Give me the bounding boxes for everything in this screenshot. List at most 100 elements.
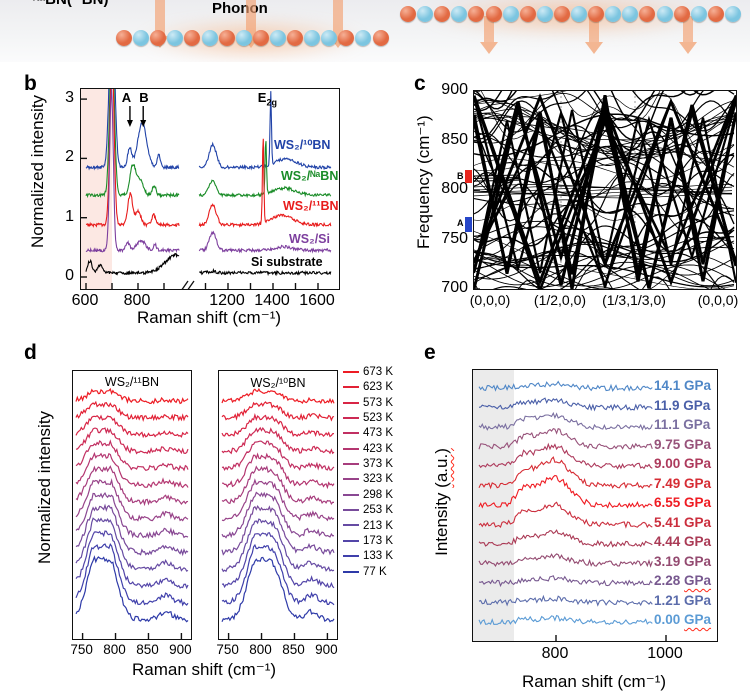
pressure-value: 14.1 xyxy=(654,378,685,393)
legend-swatch xyxy=(343,493,359,496)
atom-sphere-boron xyxy=(338,30,355,46)
legend-swatch xyxy=(343,478,359,481)
pressure-label: 4.44 GPa xyxy=(654,534,711,549)
phonon-arrow-head xyxy=(679,42,697,54)
atom-chains xyxy=(0,0,750,62)
panel-b-x-axis-title: Raman shift (cm⁻¹) xyxy=(136,308,282,327)
series-label: WS₂/Si xyxy=(289,232,330,246)
atom-sphere-nitrogen xyxy=(355,30,372,46)
schematic-bn-isotope-label: ᴺᵃBN(¹¹BN) xyxy=(33,0,108,8)
atom-sphere-nitrogen xyxy=(133,30,150,46)
legend-item: 323 K xyxy=(343,473,393,485)
atom-sphere-boron xyxy=(707,6,724,22)
peak-a-annotation: A xyxy=(121,90,132,105)
legend-label: 473 K xyxy=(363,427,394,440)
atom-sphere-boron xyxy=(519,6,536,22)
atom-sphere-boron xyxy=(588,6,605,22)
phonon-marker-a xyxy=(465,216,472,232)
phonon-arrow xyxy=(683,16,693,42)
pressure-unit: GPa xyxy=(684,456,712,471)
y-tick-label: 750 xyxy=(441,229,468,247)
legend-swatch xyxy=(343,570,359,573)
panel-d-x-axis-title: Raman shift (cm⁻¹) xyxy=(131,660,277,679)
phonon-arrow-head xyxy=(585,42,603,54)
legend-item: 623 K xyxy=(343,381,393,393)
atom-sphere-nitrogen xyxy=(622,6,639,22)
pressure-unit: GPa xyxy=(683,417,711,432)
panel-e-label: e xyxy=(424,341,436,364)
pressure-value: 1.21 xyxy=(654,592,685,608)
pressure-label: 6.55 GPa xyxy=(654,495,711,510)
legend-label: 298 K xyxy=(363,488,394,501)
pressure-unit: GPa xyxy=(684,514,712,530)
phonon-marker-label-b: B xyxy=(457,171,464,182)
panel-b-spectra xyxy=(81,89,332,289)
legend-label: 523 K xyxy=(363,412,394,425)
phonon-arrow xyxy=(589,16,599,42)
atom-sphere-nitrogen xyxy=(690,6,707,22)
y-tick-label: 850 xyxy=(441,130,468,148)
legend-item: 253 K xyxy=(343,504,393,516)
y-tick-label: 800 xyxy=(441,180,468,197)
x-tick-label: 850 xyxy=(282,642,305,657)
legend-swatch xyxy=(343,555,359,558)
x-tick-label: 800 xyxy=(249,642,272,657)
pressure-label: 14.1 GPa xyxy=(654,378,711,393)
legend-item: 173 K xyxy=(343,535,393,547)
pressure-label: 11.1 GPa xyxy=(654,417,710,432)
atom-sphere-boron xyxy=(287,30,303,46)
k-point-label: (1/3,1/3,0) xyxy=(602,292,666,308)
panel-c-y-axis-title: Frequency (cm⁻¹) xyxy=(414,115,433,249)
x-tick-label: 1200 xyxy=(209,292,245,309)
pressure-value: 11.1 xyxy=(654,417,684,432)
y-tick-label: 1 xyxy=(65,207,74,225)
phonon-arrow xyxy=(246,0,256,36)
legend-item: 573 K xyxy=(343,397,393,409)
atom-sphere-boron xyxy=(468,6,485,22)
atom-sphere-nitrogen xyxy=(321,30,338,46)
legend-item: 77 K xyxy=(343,566,387,578)
phonon-marker-b xyxy=(465,170,472,184)
panel-e-plot: 14.1 GPa 11.9 GPa 11.1 GPa 9.75 GPa 9.00 GPa… xyxy=(472,369,718,642)
pressure-label: 11.9 GPa xyxy=(654,398,710,413)
x-tick-label: 1400 xyxy=(254,292,290,309)
atom-sphere-nitrogen xyxy=(167,30,184,46)
pressure-label: 9.00 GPa xyxy=(654,456,711,471)
panel-d-label: d xyxy=(24,341,37,364)
y-tick-label: 900 xyxy=(441,81,468,98)
pressure-value: 5.41 xyxy=(654,514,685,530)
pressure-unit: GPa xyxy=(684,495,712,510)
pressure-label: 1.21 GPa xyxy=(654,593,711,608)
pressure-unit: GPa xyxy=(684,436,712,452)
pressure-unit: GPa xyxy=(684,612,712,627)
legend-item: 473 K xyxy=(343,427,393,439)
pressure-label: 2.28 GPa xyxy=(654,573,711,588)
panel-e-spectra xyxy=(478,380,667,641)
legend-swatch xyxy=(343,524,359,527)
legend-label: 133 K xyxy=(363,550,394,563)
pressure-label: 0.00 GPa xyxy=(654,612,711,627)
x-tick-label: 750 xyxy=(70,642,93,657)
atom-sphere-boron xyxy=(400,6,416,22)
pressure-unit: GPa xyxy=(684,378,712,393)
series-label: WS₂/¹¹BN xyxy=(283,199,339,213)
pressure-value: 4.44 xyxy=(654,534,685,549)
legend-item: 423 K xyxy=(343,443,393,455)
k-point-label: (0,0,0) xyxy=(697,292,739,308)
atom-sphere-nitrogen xyxy=(235,30,252,46)
legend-swatch xyxy=(343,539,359,542)
legend-label: 77 K xyxy=(363,565,387,578)
panel-b-label: b xyxy=(24,72,37,95)
panel-d-left-plot: WS₂/¹¹BN xyxy=(72,370,192,640)
atom-sphere-boron xyxy=(434,6,451,22)
atom-sphere-nitrogen xyxy=(201,30,218,46)
e2g-sub: 2g xyxy=(266,97,277,108)
atom-sphere-nitrogen xyxy=(451,6,468,22)
phonon-schematic: ᴺᵃBN(¹¹BN) Phonon xyxy=(0,0,750,62)
panel-c-phonon-bands xyxy=(474,91,736,289)
pressure-value: 11.9 xyxy=(654,397,684,413)
atom-sphere-boron xyxy=(553,6,570,22)
panel-e-y-axis-title-text: Intensity xyxy=(432,487,451,556)
x-tick-label: 800 xyxy=(103,642,126,657)
atom-sphere-boron xyxy=(116,30,132,46)
